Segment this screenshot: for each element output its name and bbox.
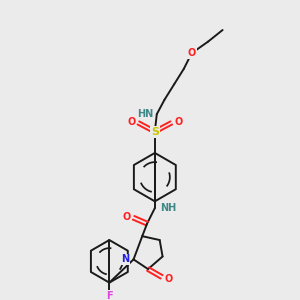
Text: O: O [188, 48, 196, 58]
Text: F: F [106, 291, 113, 300]
Text: O: O [164, 274, 173, 284]
Text: O: O [174, 117, 182, 127]
Text: NH: NH [160, 203, 176, 213]
Text: HN: HN [137, 109, 153, 119]
Text: O: O [122, 212, 130, 222]
Text: S: S [151, 127, 159, 136]
Text: O: O [127, 117, 136, 127]
Text: N: N [122, 254, 130, 264]
